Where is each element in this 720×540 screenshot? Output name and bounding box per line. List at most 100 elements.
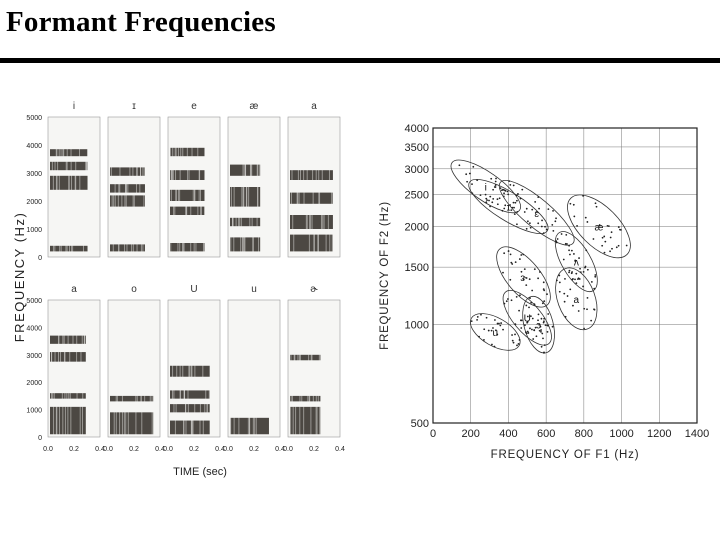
x-tick-label: 0.2: [69, 446, 79, 453]
striation: [119, 182, 121, 195]
data-point: [511, 263, 514, 265]
striation: [60, 243, 62, 254]
striation: [121, 393, 123, 404]
slide-title: Formant Frequencies: [6, 6, 276, 38]
data-point: [603, 235, 606, 238]
striation: [182, 363, 184, 379]
striation: [175, 402, 177, 415]
x-tick-label: 0.2: [189, 446, 199, 453]
striation: [61, 391, 63, 401]
striation: [206, 402, 208, 415]
data-point: [483, 328, 486, 331]
striation: [54, 243, 56, 254]
vowel-region-label: U: [524, 314, 531, 325]
striation: [72, 243, 74, 254]
striation: [135, 410, 137, 437]
data-point: [493, 345, 496, 348]
striation: [319, 404, 321, 437]
vowel-label: æ: [250, 101, 259, 112]
data-point: [592, 238, 595, 240]
y-tick-label: 2500: [405, 190, 429, 202]
data-point: [494, 180, 497, 183]
striation: [54, 159, 56, 173]
striation: [172, 168, 174, 182]
striation: [290, 404, 292, 437]
vowel-label: a: [71, 284, 77, 295]
data-point: [566, 243, 568, 245]
data-point: [593, 308, 596, 311]
formant-band: [110, 412, 154, 435]
formant-band: [50, 175, 88, 190]
striation: [123, 410, 125, 437]
striation: [230, 185, 232, 209]
striation: [191, 363, 193, 379]
striation: [140, 165, 142, 178]
data-point: [509, 278, 512, 281]
data-point: [573, 253, 575, 255]
data-point: [586, 296, 589, 299]
data-point: [529, 226, 532, 229]
data-point: [543, 300, 546, 303]
data-point: [574, 278, 576, 281]
striation: [182, 145, 184, 159]
striation: [140, 393, 142, 404]
striation: [63, 333, 65, 346]
striation: [118, 242, 120, 254]
data-point: [520, 270, 523, 273]
data-point: [494, 329, 497, 332]
striation: [58, 333, 60, 346]
data-point: [514, 261, 517, 264]
striation: [258, 235, 260, 254]
vowel-label: i: [73, 101, 75, 112]
striation: [57, 159, 59, 173]
striation: [331, 190, 333, 206]
striation: [252, 235, 254, 254]
data-point: [496, 333, 499, 336]
data-point: [476, 316, 479, 318]
data-point: [490, 177, 493, 180]
x-tick-label: 0.0: [163, 446, 173, 453]
data-point: [570, 272, 573, 275]
formant-band: [230, 164, 261, 176]
data-point: [485, 197, 488, 200]
striation: [239, 215, 241, 229]
data-point: [573, 215, 576, 218]
striation: [243, 185, 245, 209]
striation: [230, 235, 232, 254]
striation: [242, 162, 244, 178]
striation: [245, 162, 247, 178]
striation: [51, 350, 53, 364]
data-point: [494, 186, 497, 188]
data-point: [479, 194, 482, 197]
data-point: [501, 209, 504, 212]
data-point: [534, 201, 537, 203]
striation: [132, 193, 134, 209]
striation: [65, 243, 67, 254]
vowel-region-ellipse: [468, 179, 549, 234]
striation: [118, 182, 120, 195]
striation: [310, 404, 312, 437]
data-point: [585, 249, 588, 252]
data-point: [594, 274, 597, 276]
striation: [55, 173, 57, 192]
data-point: [558, 290, 561, 293]
data-point: [509, 253, 512, 256]
striation: [58, 173, 60, 192]
striation: [249, 415, 251, 437]
striation: [177, 145, 179, 159]
striation: [56, 147, 58, 159]
striation: [176, 363, 178, 379]
data-point: [537, 196, 540, 199]
data-point: [547, 208, 550, 210]
data-point: [494, 319, 496, 321]
striation: [243, 162, 245, 178]
data-point: [569, 288, 572, 291]
striation: [249, 215, 251, 229]
spectrogram-x-axis-label: TIME (sec): [173, 466, 227, 478]
data-point: [504, 189, 507, 192]
striation: [113, 193, 115, 209]
striation: [85, 159, 87, 173]
striation: [125, 182, 127, 195]
spectrogram-panel: [167, 116, 221, 258]
striation: [315, 393, 317, 404]
